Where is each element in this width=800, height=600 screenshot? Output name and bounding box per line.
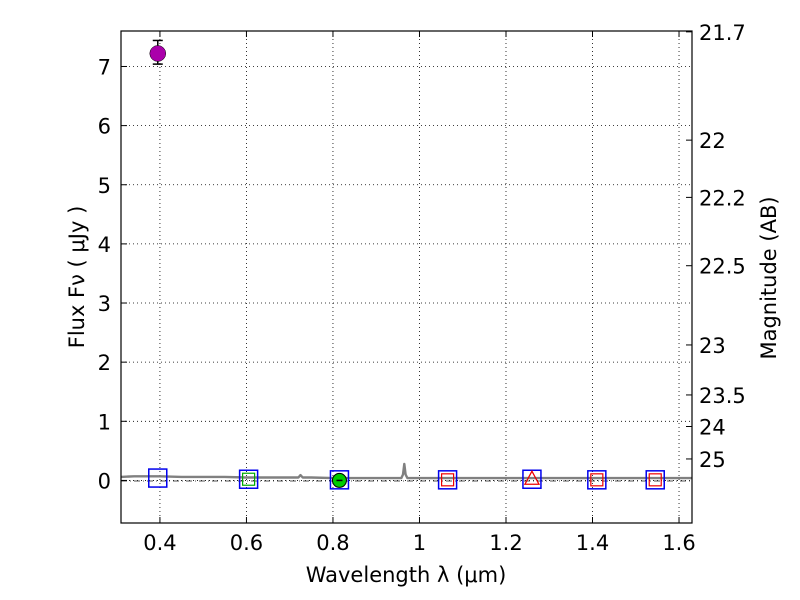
blue-square-marker: [329, 470, 350, 490]
y-tick-label: 7: [98, 55, 111, 79]
y-tick-label: 6: [98, 115, 111, 139]
mag-tick-label: 23: [699, 334, 726, 358]
mag-tick-label: 23.5: [699, 384, 746, 408]
model-spectrum: [120, 462, 692, 482]
plot-frame: [120, 30, 693, 524]
mag-tick-label: 24: [699, 415, 726, 439]
model-spectrum-line: [120, 462, 692, 480]
y-tick-label: 1: [98, 410, 111, 434]
y-tick-label: 4: [98, 233, 111, 257]
ticks: 0.4 0.6 0.8 1 1.2 1.4 1.60123456721.72222.222.…: [98, 21, 746, 555]
right-axis-label: Magnitude (AB): [757, 196, 781, 359]
markers: [148, 39, 665, 490]
x-tick-label: 1.6: [662, 531, 695, 555]
mag-tick-label: 25: [699, 448, 726, 472]
x-tick-label: 1.2: [489, 531, 522, 555]
red-square-marker: [440, 473, 455, 487]
plot-background: [121, 31, 692, 523]
measured-point: [149, 45, 167, 62]
x-tick-label: 0.8: [316, 531, 349, 555]
x-tick-label: 0.4: [143, 531, 176, 555]
red-triangle-marker: [523, 469, 541, 485]
mag-tick-label: 22: [699, 129, 726, 153]
blue-square-marker: [148, 468, 168, 488]
x-tick-label: 1: [413, 531, 426, 555]
x-axis-label: Wavelength λ (μm): [306, 563, 507, 587]
mag-tick-label: 21.7: [699, 21, 746, 45]
blue-square-marker: [238, 469, 259, 489]
blue-square-marker: [645, 470, 665, 490]
mag-tick-label: 22.5: [699, 255, 746, 279]
x-tick-label: 0.6: [230, 531, 263, 555]
blue-square-marker: [587, 470, 607, 490]
y-tick-label: 2: [98, 351, 111, 375]
y-tick-label: 3: [98, 292, 111, 316]
y-tick-label: 0: [98, 469, 111, 493]
y-tick-label: 5: [98, 174, 111, 198]
mag-tick-label: 22.2: [699, 186, 746, 210]
x-tick-label: 1.4: [576, 531, 609, 555]
red-square-marker: [590, 473, 604, 487]
red-square-marker: [648, 473, 662, 487]
y-axis-label: Flux Fν ( μJy ): [65, 206, 89, 349]
green-square-marker: [242, 472, 256, 486]
blue-square-marker: [437, 470, 458, 490]
